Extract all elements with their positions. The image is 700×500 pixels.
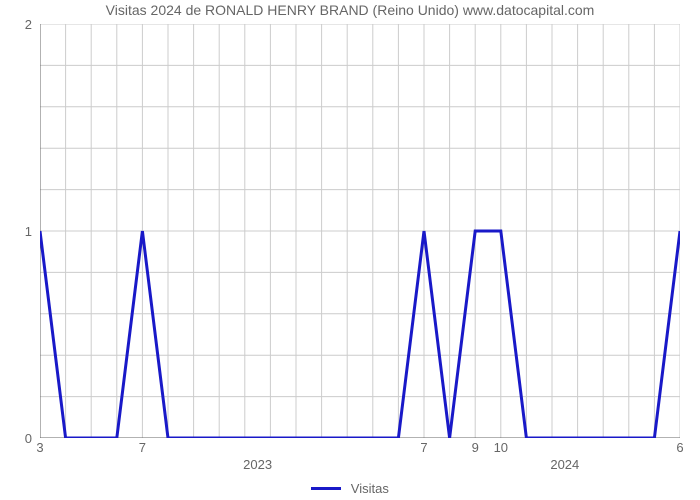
chart-container: { "chart": { "type": "line", "title": "V… [0, 0, 700, 500]
x-tick-label: 7 [139, 440, 146, 455]
x-tick-label: 7 [420, 440, 427, 455]
x-year-label: 2024 [550, 457, 579, 472]
x-year-label: 2023 [243, 457, 272, 472]
chart-title: Visitas 2024 de RONALD HENRY BRAND (Rein… [0, 2, 700, 18]
series-line [40, 231, 680, 438]
plot-area [40, 24, 680, 438]
legend: Visitas [0, 480, 700, 496]
x-tick-label: 10 [494, 440, 508, 455]
x-tick-label: 9 [472, 440, 479, 455]
x-tick-label: 6 [676, 440, 683, 455]
y-tick-label: 0 [25, 431, 32, 446]
chart-svg [40, 24, 680, 438]
legend-label: Visitas [351, 481, 389, 496]
legend-swatch [311, 487, 341, 490]
y-tick-label: 2 [25, 17, 32, 32]
y-tick-label: 1 [25, 224, 32, 239]
x-tick-label: 3 [36, 440, 43, 455]
